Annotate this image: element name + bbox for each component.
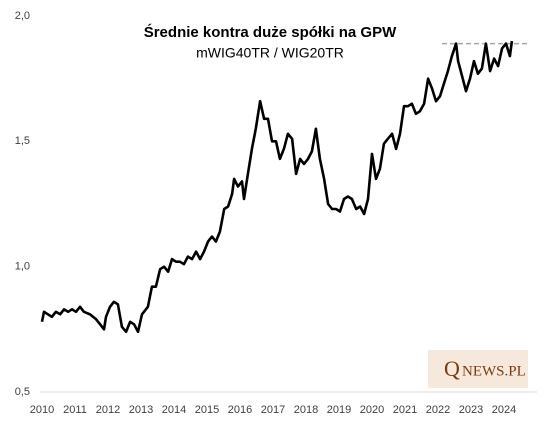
x-tick-label: 2011 (63, 404, 87, 416)
logo-initial: Q (444, 356, 460, 381)
x-tick-label: 2016 (228, 404, 252, 416)
logo-box (428, 350, 528, 388)
x-tick-label: 2021 (393, 404, 417, 416)
y-tick-label: 2,0 (15, 10, 30, 22)
x-tick-label: 2023 (459, 404, 483, 416)
x-tick-label: 2015 (195, 404, 219, 416)
x-tick-label: 2024 (492, 404, 516, 416)
x-tick-label: 2020 (360, 404, 384, 416)
chart-subtitle: mWIG40TR / WIG20TR (196, 45, 344, 61)
chart-title: Średnie kontra duże spółki na GPW (144, 23, 397, 41)
logo-text: NEWS.PL (462, 363, 526, 379)
x-tick-label: 2019 (327, 404, 351, 416)
y-tick-label: 1,5 (15, 135, 30, 147)
x-tick-label: 2022 (426, 404, 450, 416)
y-tick-label: 0,5 (15, 386, 30, 398)
x-tick-label: 2012 (96, 404, 120, 416)
x-tick-label: 2014 (162, 404, 186, 416)
x-tick-label: 2017 (261, 404, 285, 416)
x-tick-label: 2013 (129, 404, 153, 416)
y-tick-label: 1,0 (15, 261, 30, 273)
x-tick-label: 2018 (294, 404, 318, 416)
x-tick-label: 2010 (30, 404, 54, 416)
line-series (40, 40, 514, 334)
